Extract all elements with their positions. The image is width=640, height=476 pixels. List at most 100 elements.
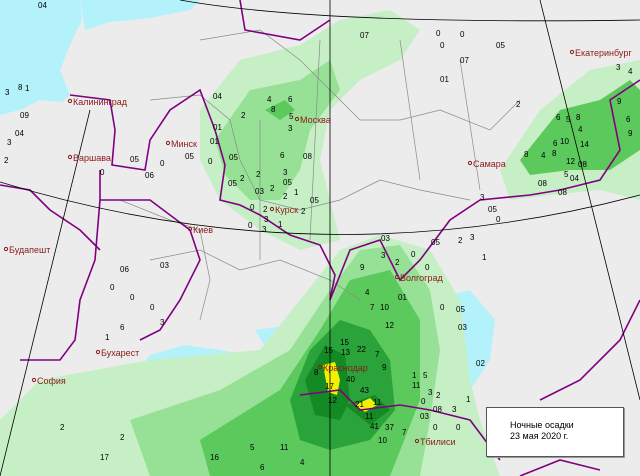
- precip-value: 8: [576, 113, 581, 122]
- precip-value: 37: [385, 423, 394, 432]
- city-label: Самара: [473, 159, 506, 169]
- city-label: Варшава: [73, 153, 111, 163]
- precip-value: 0: [110, 283, 115, 292]
- precip-value: 05: [310, 196, 319, 205]
- precip-value: 2: [436, 391, 441, 400]
- precip-value: 17: [325, 382, 334, 391]
- precip-value: 1: [412, 371, 417, 380]
- precip-value: 1: [105, 333, 110, 342]
- city-marker: [67, 154, 73, 160]
- precip-value: 2: [4, 156, 9, 165]
- precip-value: 01: [213, 123, 222, 132]
- precip-value: 2: [240, 174, 245, 183]
- city-marker: [394, 274, 400, 280]
- precip-value: 0: [433, 423, 438, 432]
- precip-value: 41: [370, 422, 379, 431]
- city-marker: [317, 364, 323, 370]
- precip-value: 6: [120, 323, 125, 332]
- precip-value: 0: [496, 215, 501, 224]
- city-label: Бухарест: [101, 348, 139, 358]
- precip-value: 40: [346, 375, 355, 384]
- precip-value: 5: [250, 443, 255, 452]
- precip-value: 06: [145, 171, 154, 180]
- precip-value: 08: [558, 188, 567, 197]
- city-markers: Калининград Варшава Минск Москва Киев Курск Са…: [3, 48, 632, 447]
- precip-value: 3: [381, 251, 386, 260]
- precip-value: 01: [440, 75, 449, 84]
- city-label: Будапешт: [9, 245, 50, 255]
- precip-value: 0: [248, 221, 253, 230]
- legend-date: 23 мая 2020 г.: [510, 431, 569, 441]
- precip-value: 03: [255, 187, 264, 196]
- precip-value: 1: [482, 253, 487, 262]
- precip-value: 08: [433, 405, 442, 414]
- precip-value: 6: [626, 115, 631, 124]
- precip-value: 8: [271, 105, 276, 114]
- precip-value: 0: [160, 159, 165, 168]
- precip-value: 02: [476, 359, 485, 368]
- precip-value: 4: [628, 67, 633, 76]
- precip-value: 0: [440, 303, 445, 312]
- precip-value: 12: [328, 396, 337, 405]
- precip-value: 6: [556, 113, 561, 122]
- precip-value: 3: [7, 138, 12, 147]
- precip-value: 0: [130, 293, 135, 302]
- precip-value: 5: [289, 112, 294, 121]
- precip-value: 2: [458, 236, 463, 245]
- precip-value: 1: [466, 395, 471, 404]
- city-marker: [294, 116, 300, 122]
- precip-value: 05: [431, 238, 440, 247]
- precip-value: 3: [5, 88, 10, 97]
- map-legend: Ночные осадки 23 мая 2020 г.: [486, 407, 624, 457]
- precip-value: 2: [256, 170, 261, 179]
- precip-value: 0: [411, 250, 416, 259]
- precip-value: 17: [100, 453, 109, 462]
- city-label: Киев: [193, 225, 213, 235]
- precip-value: 15: [324, 346, 333, 355]
- precip-value: 0: [440, 41, 445, 50]
- precip-value: 0: [250, 203, 255, 212]
- precip-value: 03: [458, 323, 467, 332]
- precip-value: 6: [260, 463, 265, 472]
- precip-value: 03: [420, 412, 429, 421]
- city-marker: [269, 206, 275, 212]
- precip-value: 4: [541, 151, 546, 160]
- city-marker: [95, 349, 101, 355]
- precip-value: 11: [280, 443, 289, 452]
- precip-value: 4: [365, 288, 370, 297]
- precip-value: 4: [300, 458, 305, 467]
- precip-value: 7: [370, 303, 375, 312]
- city-label: Москва: [300, 115, 331, 125]
- precip-value: 13: [341, 348, 350, 357]
- precip-value: 07: [460, 56, 469, 65]
- precip-value: 07: [360, 31, 369, 40]
- city-label: Краснодар: [323, 363, 368, 373]
- precip-value: 8: [524, 150, 529, 159]
- precip-value: 14: [580, 140, 589, 149]
- precip-value: 22: [357, 345, 366, 354]
- precip-value: 09: [20, 111, 29, 120]
- precip-value: 0: [456, 423, 461, 432]
- precip-value: 2: [395, 258, 400, 267]
- precip-value: 11: [412, 381, 421, 390]
- city-marker: [187, 226, 193, 232]
- precip-value: 10: [378, 436, 387, 445]
- precip-value: 2: [241, 111, 246, 120]
- precip-value: 6: [280, 151, 285, 160]
- city-marker: [67, 98, 73, 104]
- precip-value: 5: [564, 170, 569, 179]
- precip-value: 9: [628, 129, 633, 138]
- precip-value: 05: [130, 155, 139, 164]
- precip-value: 04: [570, 174, 579, 183]
- precip-value: 05: [228, 179, 237, 188]
- precip-value: 3: [288, 124, 293, 133]
- precip-value: 11: [373, 398, 382, 407]
- precip-value: 2: [516, 100, 521, 109]
- precip-value: 11: [365, 412, 374, 421]
- precip-value: 04: [38, 1, 47, 10]
- precip-value: 3: [428, 388, 433, 397]
